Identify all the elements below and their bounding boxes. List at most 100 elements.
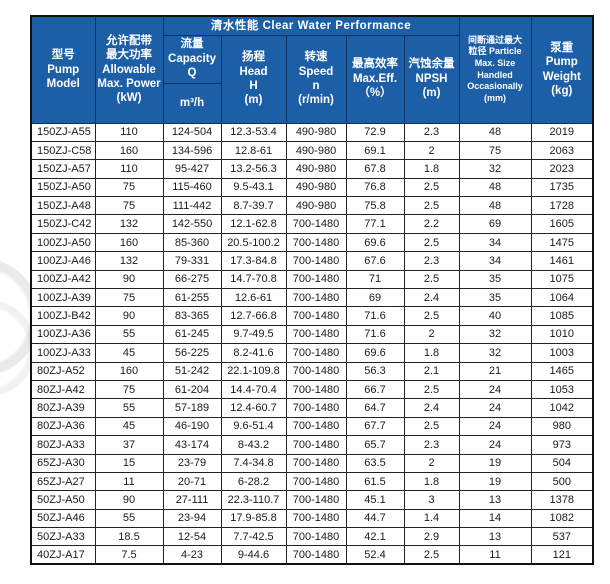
- table-cell: 55: [94, 508, 164, 529]
- table-cell: 69.6: [345, 232, 405, 253]
- table-cell: 700-1480: [285, 398, 347, 418]
- table-cell: 66-275: [162, 269, 222, 290]
- table-cell: 110: [94, 159, 164, 179]
- table-cell: 1461: [530, 251, 594, 271]
- header-capacity-unit: m³/h: [162, 82, 222, 124]
- cell-pump-model: 150ZJ-C42: [30, 214, 96, 234]
- table-cell: 2.5: [403, 177, 460, 198]
- table-cell: 65.7: [345, 435, 405, 455]
- table-cell: 490-980: [285, 140, 347, 161]
- table-cell: 45: [94, 343, 164, 363]
- table-cell: 45: [94, 416, 164, 437]
- table-cell: 32: [458, 324, 532, 345]
- table-cell: 1085: [530, 306, 594, 326]
- table-cell: 55: [94, 324, 164, 345]
- table-cell: 12.8-61: [220, 140, 287, 161]
- table-cell: 1735: [530, 177, 594, 198]
- table-row: 40ZJ-A17 7.5 4-23 9-44.6 700-1480 52.4 2.5 11 12…: [30, 545, 594, 565]
- table-cell: 19: [458, 471, 532, 492]
- table-cell: 61-245: [162, 324, 222, 345]
- table-cell: 13: [458, 490, 532, 510]
- table-cell: 71.6: [345, 324, 405, 345]
- table-cell: 490-980: [285, 196, 347, 216]
- table-cell: 2: [403, 324, 460, 345]
- table-cell: 75.8: [345, 196, 405, 216]
- table-cell: 66.7: [345, 379, 405, 400]
- table-cell: 1042: [530, 398, 594, 418]
- table-cell: 124-504: [162, 122, 222, 142]
- table-cell: 1.4: [403, 508, 460, 529]
- table-cell: 700-1480: [285, 435, 347, 455]
- table-cell: 3: [403, 490, 460, 510]
- table-cell: 2.5: [403, 196, 460, 216]
- table-cell: 2023: [530, 159, 594, 179]
- table-cell: 700-1480: [285, 343, 347, 363]
- table-cell: 75: [94, 379, 164, 400]
- table-cell: 79-331: [162, 251, 222, 271]
- table-cell: 1475: [530, 232, 594, 253]
- header-speed: 转速 Speed n (r/min): [285, 34, 347, 124]
- table-row: 65ZJ-A27 11 20-71 6-28.2 700-1480 61.5 1.8 19 50…: [30, 471, 594, 492]
- table-cell: 27-111: [162, 490, 222, 510]
- table-cell: 43-174: [162, 435, 222, 455]
- table-cell: 973: [530, 435, 594, 455]
- table-cell: 2.3: [403, 122, 460, 142]
- table-cell: 44.7: [345, 508, 405, 529]
- table-cell: 90: [94, 269, 164, 290]
- table-cell: 700-1480: [285, 214, 347, 234]
- table-row: 50ZJ-A33 18.5 12-54 7.7-42.5 700-1480 42.1 2.9…: [30, 527, 594, 547]
- table-cell: 1010: [530, 324, 594, 345]
- header-pump-weight: 泵重 Pump Weight (kg): [530, 15, 594, 124]
- cell-pump-model: 150ZJ-A55: [30, 122, 96, 142]
- table-cell: 700-1480: [285, 269, 347, 290]
- table-cell: 115-460: [162, 177, 222, 198]
- table-cell: 20-71: [162, 471, 222, 492]
- table-cell: 2.4: [403, 288, 460, 308]
- table-cell: 12-54: [162, 527, 222, 547]
- table-cell: 1082: [530, 508, 594, 529]
- table-cell: 35: [458, 269, 532, 290]
- table-cell: 7.5: [94, 545, 164, 565]
- table-cell: 75: [458, 140, 532, 161]
- cell-pump-model: 50ZJ-A50: [30, 490, 96, 510]
- table-cell: 700-1480: [285, 324, 347, 345]
- table-cell: 1.8: [403, 471, 460, 492]
- cell-pump-model: 100ZJ-A42: [30, 269, 96, 290]
- table-cell: 35: [458, 288, 532, 308]
- table-cell: 72.9: [345, 122, 405, 142]
- table-cell: 71.6: [345, 306, 405, 326]
- table-cell: 32: [458, 343, 532, 363]
- table-cell: 2.9: [403, 527, 460, 547]
- table-row: 100ZJ-A33 45 56-225 8.2-41.6 700-1480 69.6 1.8…: [30, 343, 594, 363]
- table-cell: 42.1: [345, 527, 405, 547]
- cell-pump-model: 50ZJ-A46: [30, 508, 96, 529]
- table-cell: 2.5: [403, 545, 460, 565]
- table-cell: 9.5-43.1: [220, 177, 287, 198]
- table-row: 100ZJ-A39 75 61-255 12.6-61 700-1480 69 2.4 35 1…: [30, 288, 594, 308]
- table-cell: 55: [94, 398, 164, 418]
- pump-spec-table: 型号 Pump Model 允许配带 最大功率 Allowable Max. P…: [30, 15, 595, 566]
- table-cell: 23-79: [162, 453, 222, 473]
- table-cell: 700-1480: [285, 508, 347, 529]
- table-cell: 75: [94, 177, 164, 198]
- cell-pump-model: 100ZJ-B42: [30, 306, 96, 326]
- table-cell: 490-980: [285, 122, 347, 142]
- table-cell: 2019: [530, 122, 594, 142]
- table-row: 100ZJ-B42 90 83-365 12.7-66.8 700-1480 71.6 2.…: [30, 306, 594, 326]
- cell-pump-model: 100ZJ-A33: [30, 343, 96, 363]
- table-cell: 48: [458, 196, 532, 216]
- table-cell: 132: [94, 251, 164, 271]
- header-capacity: 流量 Capacity Q: [162, 34, 222, 84]
- table-row: 100ZJ-A36 55 61-245 9.7-49.5 700-1480 71.6 2 32…: [30, 324, 594, 345]
- table-cell: 142-550: [162, 214, 222, 234]
- table-cell: 9.7-49.5: [220, 324, 287, 345]
- table-cell: 700-1480: [285, 379, 347, 400]
- table-cell: 1378: [530, 490, 594, 510]
- header-clear-water-performance-band: 清水性能 Clear Water Performance: [162, 15, 460, 36]
- table-cell: 14.7-70.8: [220, 269, 287, 290]
- table-cell: 700-1480: [285, 471, 347, 492]
- table-cell: 24: [458, 416, 532, 437]
- table-cell: 7.4-34.8: [220, 453, 287, 473]
- table-cell: 490-980: [285, 159, 347, 179]
- cell-pump-model: 100ZJ-A46: [30, 251, 96, 271]
